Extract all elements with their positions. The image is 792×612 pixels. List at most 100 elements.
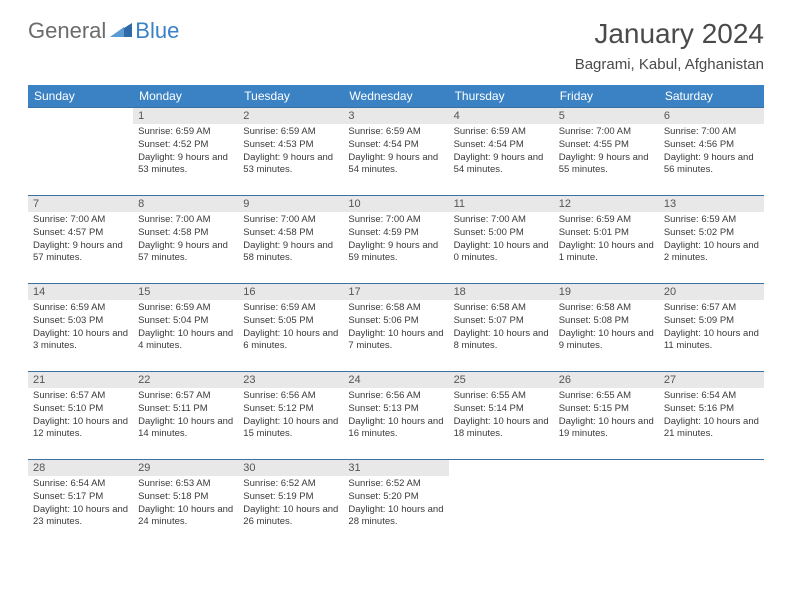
sunset-text: Sunset: 5:15 PM: [559, 403, 654, 416]
day-number: 15: [133, 284, 238, 300]
calendar-day-cell: 17Sunrise: 6:58 AMSunset: 5:06 PMDayligh…: [343, 284, 448, 372]
sunset-text: Sunset: 4:58 PM: [138, 227, 233, 240]
daylight-text: Daylight: 9 hours and 54 minutes.: [454, 152, 549, 178]
sunrise-text: Sunrise: 7:00 AM: [559, 126, 654, 139]
day-number: 8: [133, 196, 238, 212]
day-number: 25: [449, 372, 554, 388]
day-details: Sunrise: 6:59 AMSunset: 5:02 PMDaylight:…: [659, 212, 764, 269]
calendar-day-cell: [28, 108, 133, 196]
sunset-text: Sunset: 5:09 PM: [664, 315, 759, 328]
calendar-day-cell: [554, 460, 659, 548]
day-details: Sunrise: 6:59 AMSunset: 4:53 PMDaylight:…: [238, 124, 343, 181]
day-details: Sunrise: 6:55 AMSunset: 5:14 PMDaylight:…: [449, 388, 554, 445]
day-details: Sunrise: 6:56 AMSunset: 5:12 PMDaylight:…: [238, 388, 343, 445]
day-details: Sunrise: 6:56 AMSunset: 5:13 PMDaylight:…: [343, 388, 448, 445]
daylight-text: Daylight: 10 hours and 7 minutes.: [348, 328, 443, 354]
sunset-text: Sunset: 5:17 PM: [33, 491, 128, 504]
title-block: January 2024 Bagrami, Kabul, Afghanistan: [575, 18, 764, 73]
sunrise-text: Sunrise: 7:00 AM: [348, 214, 443, 227]
calendar-day-cell: 30Sunrise: 6:52 AMSunset: 5:19 PMDayligh…: [238, 460, 343, 548]
calendar-week-row: 28Sunrise: 6:54 AMSunset: 5:17 PMDayligh…: [28, 460, 764, 548]
sunrise-text: Sunrise: 6:59 AM: [243, 302, 338, 315]
day-details: Sunrise: 6:58 AMSunset: 5:08 PMDaylight:…: [554, 300, 659, 357]
sunrise-text: Sunrise: 6:57 AM: [138, 390, 233, 403]
day-details: Sunrise: 7:00 AMSunset: 4:58 PMDaylight:…: [238, 212, 343, 269]
sunset-text: Sunset: 5:10 PM: [33, 403, 128, 416]
sunrise-text: Sunrise: 7:00 AM: [454, 214, 549, 227]
sunset-text: Sunset: 5:04 PM: [138, 315, 233, 328]
daylight-text: Daylight: 10 hours and 15 minutes.: [243, 416, 338, 442]
sunset-text: Sunset: 4:54 PM: [348, 139, 443, 152]
daylight-text: Daylight: 9 hours and 54 minutes.: [348, 152, 443, 178]
daylight-text: Daylight: 10 hours and 26 minutes.: [243, 504, 338, 530]
calendar-day-cell: 12Sunrise: 6:59 AMSunset: 5:01 PMDayligh…: [554, 196, 659, 284]
day-number: 27: [659, 372, 764, 388]
day-number: 28: [28, 460, 133, 476]
day-number: 24: [343, 372, 448, 388]
calendar-day-cell: 20Sunrise: 6:57 AMSunset: 5:09 PMDayligh…: [659, 284, 764, 372]
calendar-day-cell: 10Sunrise: 7:00 AMSunset: 4:59 PMDayligh…: [343, 196, 448, 284]
calendar-day-cell: 23Sunrise: 6:56 AMSunset: 5:12 PMDayligh…: [238, 372, 343, 460]
calendar-day-cell: 21Sunrise: 6:57 AMSunset: 5:10 PMDayligh…: [28, 372, 133, 460]
daylight-text: Daylight: 10 hours and 9 minutes.: [559, 328, 654, 354]
daylight-text: Daylight: 9 hours and 59 minutes.: [348, 240, 443, 266]
day-number: [449, 460, 554, 464]
sunset-text: Sunset: 5:20 PM: [348, 491, 443, 504]
day-details: Sunrise: 6:58 AMSunset: 5:06 PMDaylight:…: [343, 300, 448, 357]
day-number: 26: [554, 372, 659, 388]
location-text: Bagrami, Kabul, Afghanistan: [575, 56, 764, 73]
sunrise-text: Sunrise: 6:57 AM: [664, 302, 759, 315]
daylight-text: Daylight: 9 hours and 56 minutes.: [664, 152, 759, 178]
sunset-text: Sunset: 4:56 PM: [664, 139, 759, 152]
calendar-day-cell: 28Sunrise: 6:54 AMSunset: 5:17 PMDayligh…: [28, 460, 133, 548]
calendar-day-cell: 31Sunrise: 6:52 AMSunset: 5:20 PMDayligh…: [343, 460, 448, 548]
day-details: Sunrise: 6:57 AMSunset: 5:10 PMDaylight:…: [28, 388, 133, 445]
day-details: Sunrise: 6:59 AMSunset: 4:52 PMDaylight:…: [133, 124, 238, 181]
daylight-text: Daylight: 10 hours and 4 minutes.: [138, 328, 233, 354]
sunset-text: Sunset: 4:53 PM: [243, 139, 338, 152]
daylight-text: Daylight: 9 hours and 53 minutes.: [243, 152, 338, 178]
sunset-text: Sunset: 5:13 PM: [348, 403, 443, 416]
weekday-header: Monday: [133, 85, 238, 108]
sunrise-text: Sunrise: 6:52 AM: [243, 478, 338, 491]
sunrise-text: Sunrise: 6:55 AM: [559, 390, 654, 403]
calendar-week-row: 14Sunrise: 6:59 AMSunset: 5:03 PMDayligh…: [28, 284, 764, 372]
sunset-text: Sunset: 4:55 PM: [559, 139, 654, 152]
daylight-text: Daylight: 10 hours and 12 minutes.: [33, 416, 128, 442]
calendar-day-cell: 7Sunrise: 7:00 AMSunset: 4:57 PMDaylight…: [28, 196, 133, 284]
day-number: 23: [238, 372, 343, 388]
sunset-text: Sunset: 5:07 PM: [454, 315, 549, 328]
sunrise-text: Sunrise: 6:56 AM: [243, 390, 338, 403]
daylight-text: Daylight: 10 hours and 11 minutes.: [664, 328, 759, 354]
day-number: [28, 108, 133, 112]
sunrise-text: Sunrise: 6:55 AM: [454, 390, 549, 403]
sunrise-text: Sunrise: 6:59 AM: [33, 302, 128, 315]
day-details: Sunrise: 7:00 AMSunset: 4:57 PMDaylight:…: [28, 212, 133, 269]
month-title: January 2024: [575, 18, 764, 50]
day-number: 31: [343, 460, 448, 476]
day-number: 19: [554, 284, 659, 300]
sunset-text: Sunset: 5:18 PM: [138, 491, 233, 504]
day-number: 5: [554, 108, 659, 124]
sunset-text: Sunset: 5:16 PM: [664, 403, 759, 416]
sunset-text: Sunset: 5:19 PM: [243, 491, 338, 504]
weekday-header: Thursday: [449, 85, 554, 108]
day-number: 14: [28, 284, 133, 300]
daylight-text: Daylight: 9 hours and 57 minutes.: [33, 240, 128, 266]
sunrise-text: Sunrise: 6:52 AM: [348, 478, 443, 491]
calendar-day-cell: 14Sunrise: 6:59 AMSunset: 5:03 PMDayligh…: [28, 284, 133, 372]
sunrise-text: Sunrise: 6:59 AM: [348, 126, 443, 139]
sunset-text: Sunset: 4:52 PM: [138, 139, 233, 152]
daylight-text: Daylight: 9 hours and 53 minutes.: [138, 152, 233, 178]
day-number: 10: [343, 196, 448, 212]
daylight-text: Daylight: 9 hours and 57 minutes.: [138, 240, 233, 266]
daylight-text: Daylight: 10 hours and 3 minutes.: [33, 328, 128, 354]
day-details: Sunrise: 6:55 AMSunset: 5:15 PMDaylight:…: [554, 388, 659, 445]
calendar-day-cell: 9Sunrise: 7:00 AMSunset: 4:58 PMDaylight…: [238, 196, 343, 284]
sunrise-text: Sunrise: 7:00 AM: [243, 214, 338, 227]
calendar-day-cell: 26Sunrise: 6:55 AMSunset: 5:15 PMDayligh…: [554, 372, 659, 460]
sunrise-text: Sunrise: 6:58 AM: [454, 302, 549, 315]
calendar-day-cell: 22Sunrise: 6:57 AMSunset: 5:11 PMDayligh…: [133, 372, 238, 460]
sunset-text: Sunset: 5:05 PM: [243, 315, 338, 328]
daylight-text: Daylight: 10 hours and 24 minutes.: [138, 504, 233, 530]
